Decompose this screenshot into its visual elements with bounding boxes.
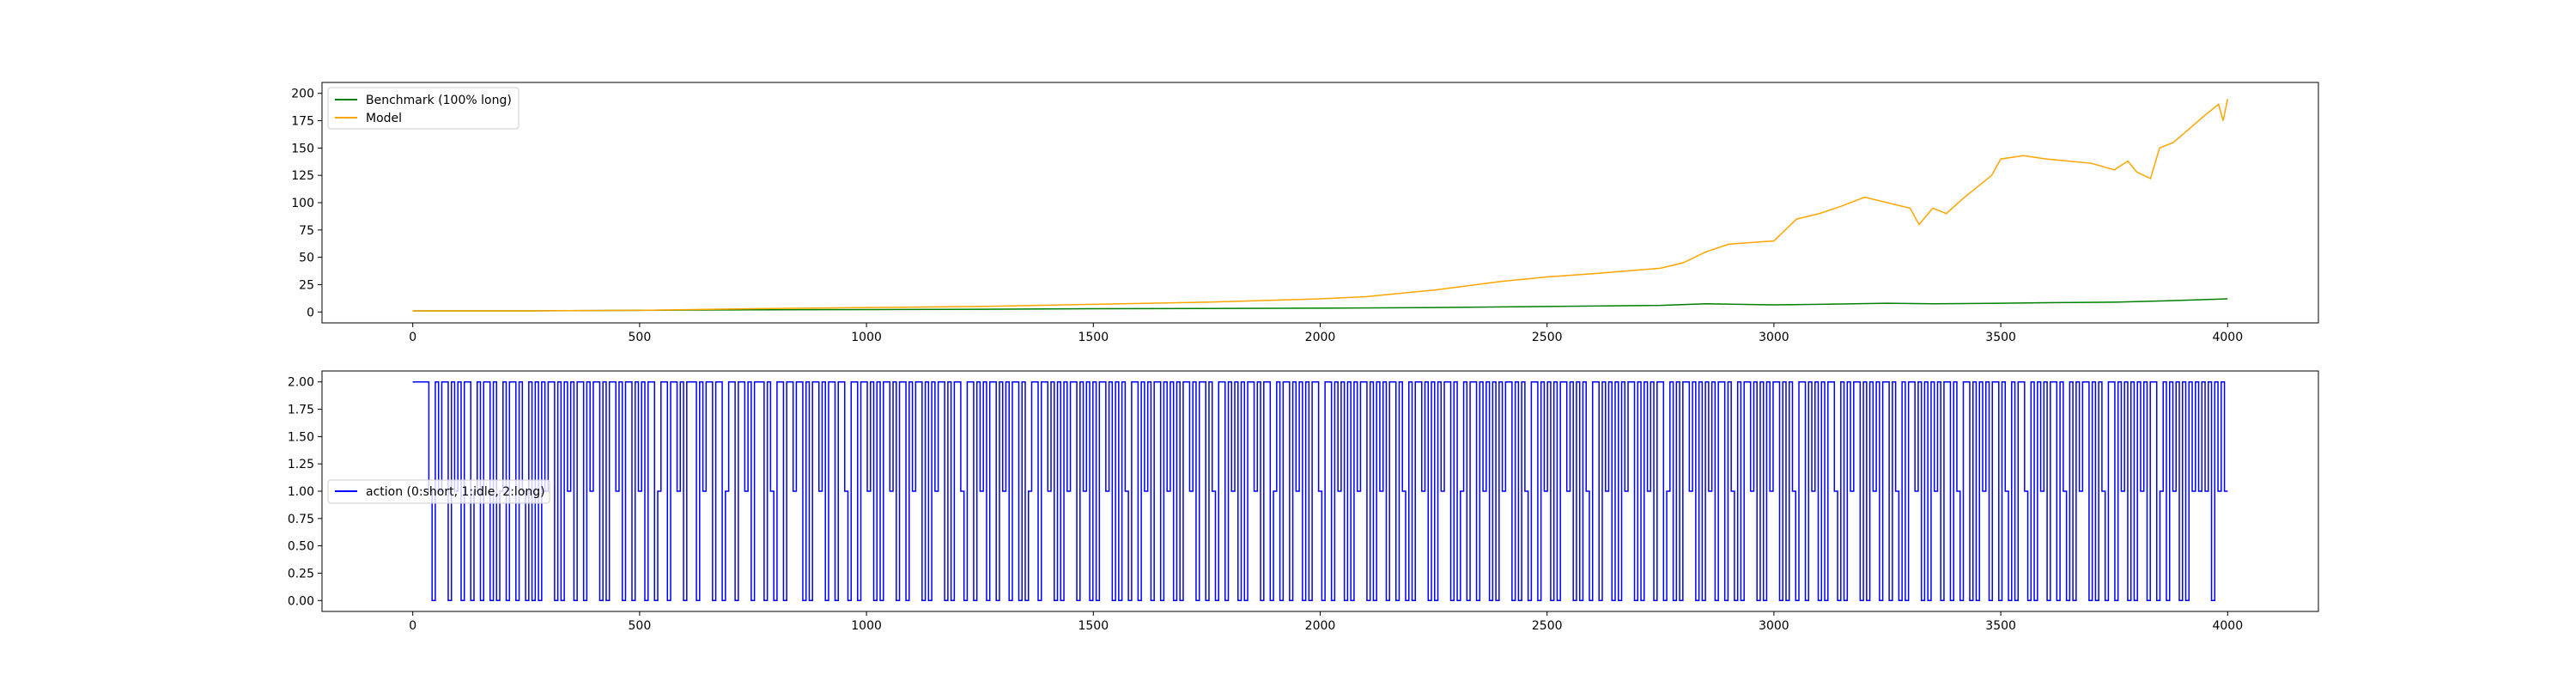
equity-axes-frame xyxy=(321,82,2319,324)
y-tick-label: 150 xyxy=(291,142,314,155)
equity-legend: Benchmark (100% long) Model xyxy=(327,87,519,130)
x-tick-label: 2500 xyxy=(1532,619,1563,633)
equity-legend-box xyxy=(327,87,519,130)
x-tick-label: 500 xyxy=(629,331,652,344)
equity-y-ticks: 0 25 50 75 100 125 150 175 200 xyxy=(291,88,322,319)
x-tick-label: 1500 xyxy=(1078,331,1109,344)
x-tick-label: 2500 xyxy=(1532,331,1563,344)
y-tick-label: 50 xyxy=(299,252,314,265)
x-tick-label: 3000 xyxy=(1759,331,1789,344)
action-x-ticks: 0 500 1000 1500 2000 2500 3000 3500 4000 xyxy=(409,611,2243,633)
y-tick-label: 0.50 xyxy=(288,540,314,554)
y-tick-label: 2.00 xyxy=(288,376,314,390)
action-legend-box xyxy=(327,479,550,504)
series-line-0-1 xyxy=(412,98,2229,312)
y-tick-label: 25 xyxy=(299,278,314,292)
equity-chart: 0 25 50 75 100 125 150 175 200 0 500 1000 1500 2000 2… xyxy=(291,82,2319,344)
x-tick-label: 3500 xyxy=(1985,619,2016,633)
series-line-1-0 xyxy=(412,380,2228,602)
legend-label-benchmark: Benchmark (100% long) xyxy=(366,94,512,107)
y-tick-label: 1.50 xyxy=(288,430,314,444)
y-tick-label: 75 xyxy=(299,224,314,238)
action-series-lines xyxy=(412,380,2228,602)
y-tick-label: 0.00 xyxy=(288,594,314,608)
y-tick-label: 0.25 xyxy=(288,567,314,581)
legend-label-model: Model xyxy=(366,112,402,125)
x-tick-label: 1500 xyxy=(1078,619,1109,633)
y-tick-label: 200 xyxy=(291,88,314,101)
equity-series-lines xyxy=(412,98,2229,312)
y-tick-label: 0.75 xyxy=(288,513,314,526)
x-tick-label: 0 xyxy=(409,619,416,633)
x-tick-label: 500 xyxy=(629,619,652,633)
equity-x-ticks: 0 500 1000 1500 2000 2500 3000 3500 4000 xyxy=(409,323,2243,344)
y-tick-label: 1.75 xyxy=(288,404,314,417)
y-tick-label: 1.00 xyxy=(288,485,314,499)
y-tick-label: 1.25 xyxy=(288,458,314,471)
action-chart: 0.00 0.25 0.50 0.75 1.00 1.25 1.50 1.75 2.00 0 50… xyxy=(288,370,2319,633)
x-tick-label: 3500 xyxy=(1985,331,2016,344)
y-tick-label: 175 xyxy=(291,115,314,129)
series-line-0-0 xyxy=(412,298,2228,312)
action-y-ticks: 0.00 0.25 0.50 0.75 1.00 1.25 1.50 1.75 2.00 xyxy=(288,376,322,608)
x-tick-label: 0 xyxy=(409,331,416,344)
x-tick-label: 4000 xyxy=(2212,619,2243,633)
x-tick-label: 1000 xyxy=(851,331,882,344)
y-tick-label: 100 xyxy=(291,197,314,210)
x-tick-label: 4000 xyxy=(2212,331,2243,344)
x-tick-label: 1000 xyxy=(851,619,882,633)
y-tick-label: 125 xyxy=(291,169,314,183)
x-tick-label: 2000 xyxy=(1305,331,1336,344)
equity-plot-area xyxy=(322,82,2318,323)
x-tick-label: 3000 xyxy=(1759,619,1789,633)
action-axes-frame xyxy=(321,370,2319,612)
legend-label-action: action (0:short, 1:idle, 2:long) xyxy=(366,485,545,499)
y-tick-label: 0 xyxy=(307,306,314,319)
action-legend: action (0:short, 1:idle, 2:long) xyxy=(327,479,550,504)
x-tick-label: 2000 xyxy=(1305,619,1336,633)
